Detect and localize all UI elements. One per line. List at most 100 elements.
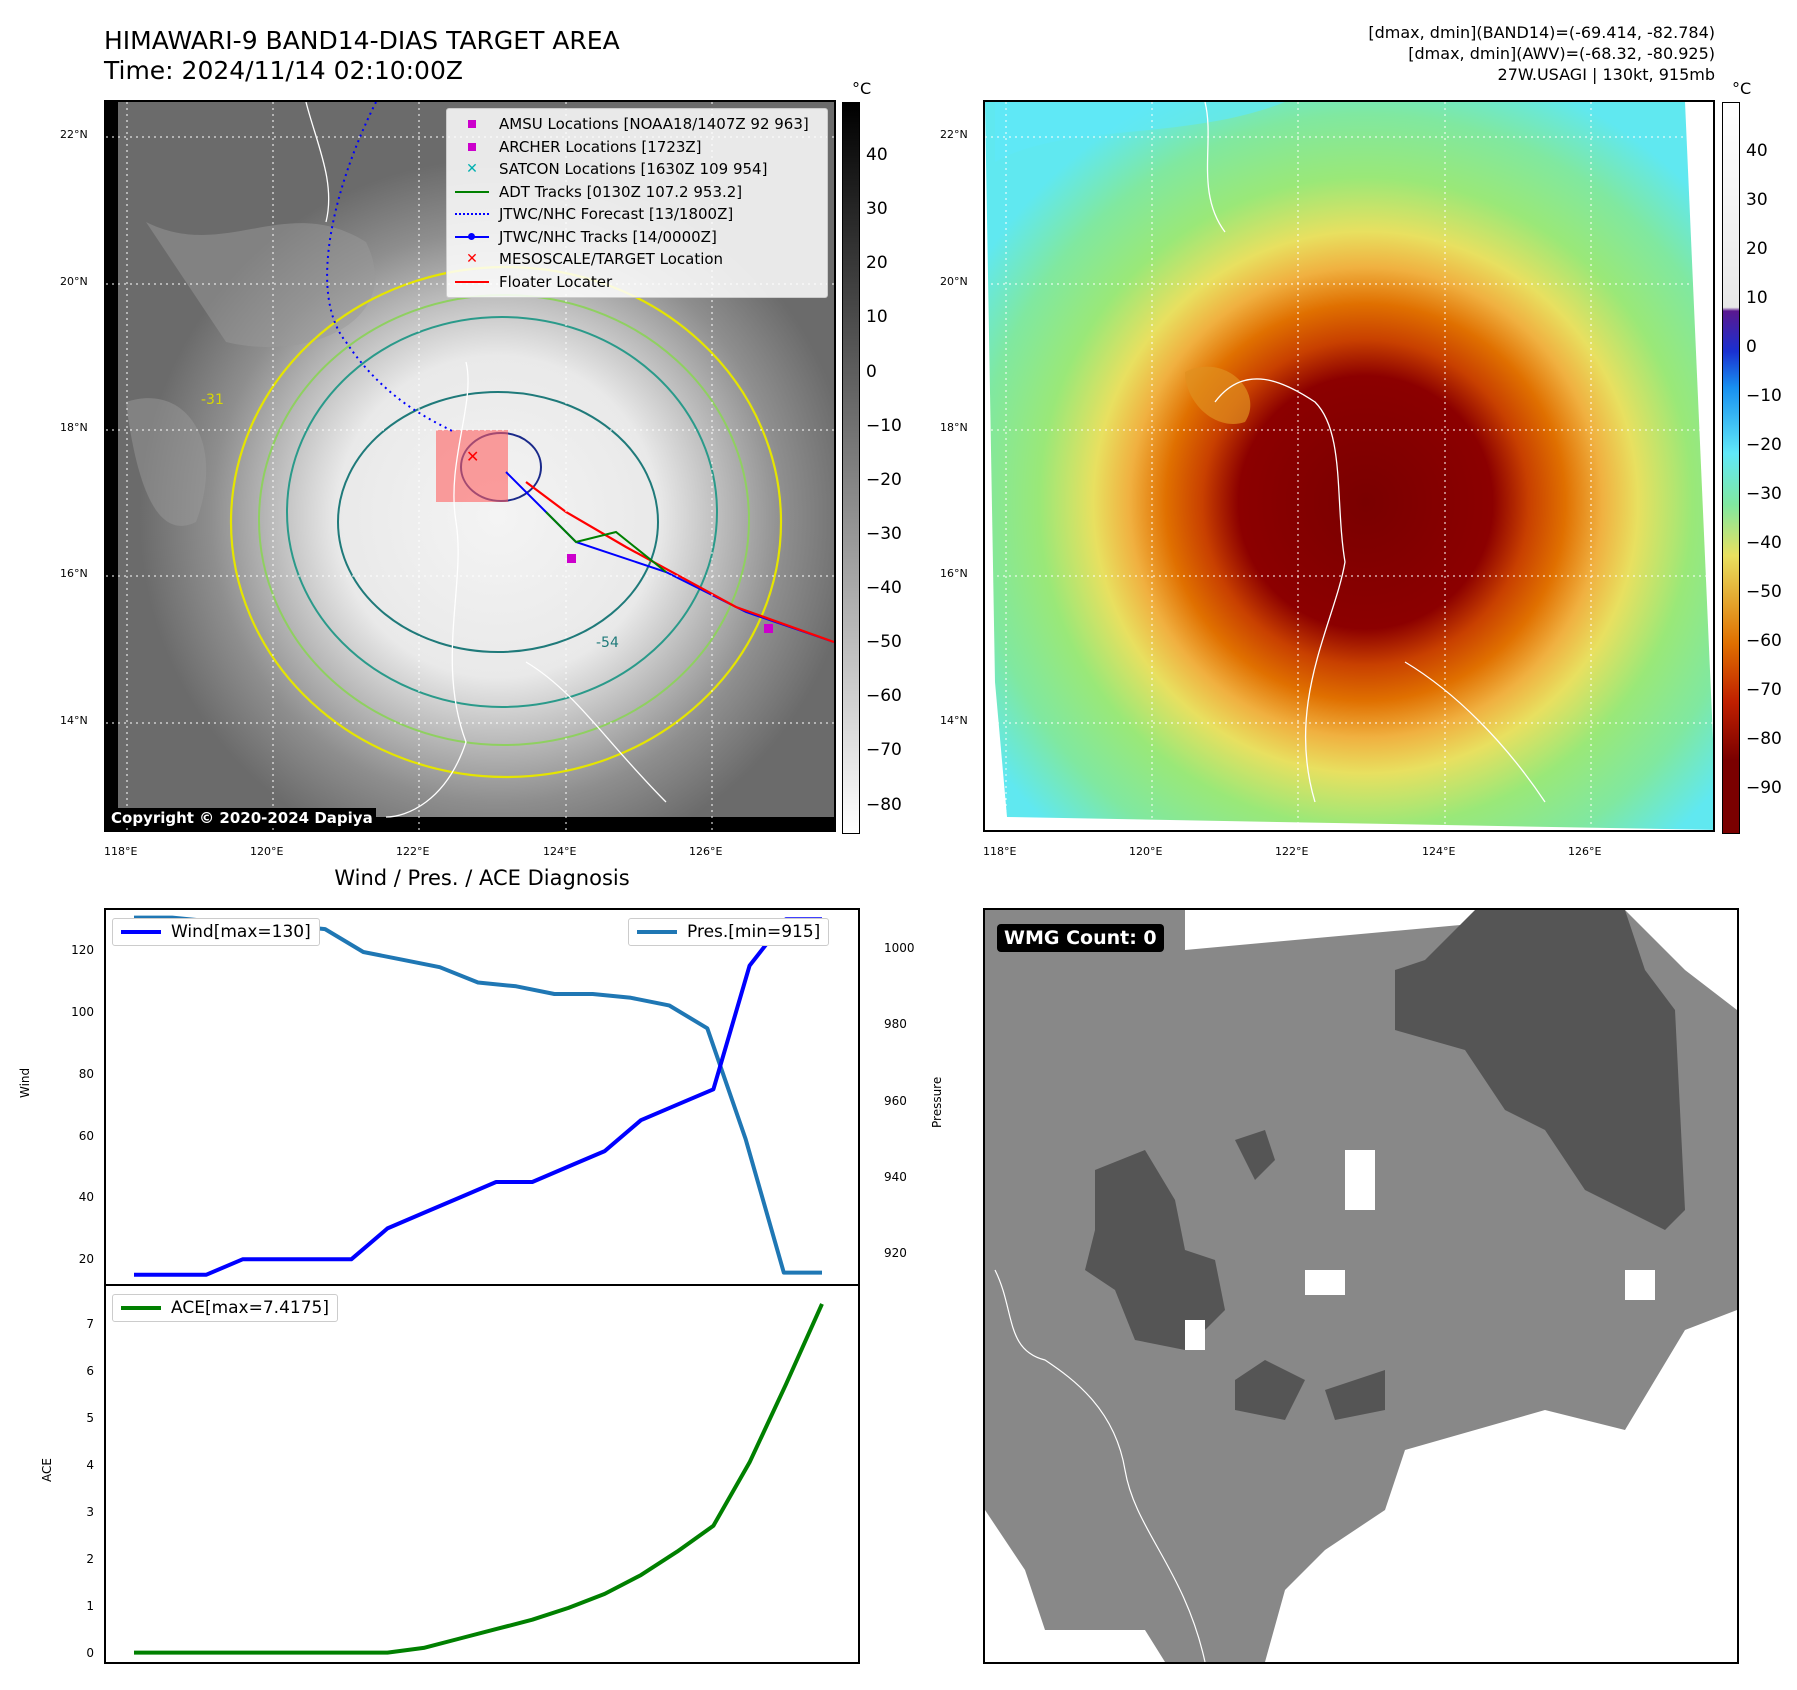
right-lat-label-18: 18°N bbox=[940, 421, 968, 434]
right-cb-tick: −40 bbox=[1746, 533, 1782, 553]
wmg-count-badge: WMG Count: 0 bbox=[997, 924, 1164, 952]
ace-tick: 2 bbox=[86, 1551, 94, 1566]
left-cb-tick: −50 bbox=[866, 632, 902, 652]
awv-map-panel[interactable] bbox=[983, 100, 1715, 832]
ace-tick: 0 bbox=[86, 1645, 94, 1660]
legend-item-target: ✕ MESOSCALE/TARGET Location bbox=[466, 250, 724, 269]
right-cb-tick: 10 bbox=[1746, 288, 1768, 308]
wind-pressure-chart[interactable] bbox=[104, 908, 860, 1286]
left-cb-tick: −60 bbox=[866, 686, 902, 706]
ace-legend-line bbox=[121, 1306, 161, 1310]
pressure-tick: 1000 bbox=[884, 941, 915, 956]
wind-tick: 60 bbox=[78, 1128, 94, 1143]
pressure-tick: 980 bbox=[884, 1017, 907, 1032]
right-cb-tick: −80 bbox=[1746, 729, 1782, 749]
right-cb-tick: −50 bbox=[1746, 582, 1782, 602]
right-map-title-line2: [dmax, dmin](AWV)=(-68.32, -80.925) bbox=[1408, 44, 1715, 63]
left-lon-label-126: 126°E bbox=[689, 845, 723, 858]
right-cb-tick: 20 bbox=[1746, 239, 1768, 259]
wind-tick: 80 bbox=[78, 1066, 94, 1081]
left-lat-label-20: 20°N bbox=[60, 275, 88, 288]
legend-item-satcon: ✕ SATCON Locations [1630Z 109 954] bbox=[466, 160, 768, 179]
wind-tick: 20 bbox=[78, 1252, 94, 1267]
right-cb-tick: 30 bbox=[1746, 190, 1768, 210]
right-lon-label-122: 122°E bbox=[1275, 845, 1309, 858]
right-lon-label-124: 124°E bbox=[1422, 845, 1456, 858]
right-map-title-line3: 27W.USAGI | 130kt, 915mb bbox=[1497, 65, 1715, 84]
legend-item-amsu: AMSU Locations [NOAA18/1407Z 92 963] bbox=[455, 113, 819, 136]
wind-tick: 120 bbox=[71, 943, 94, 958]
pressure-tick: 940 bbox=[884, 1170, 907, 1185]
right-lat-label-22: 22°N bbox=[940, 128, 968, 141]
ace-tick: 7 bbox=[86, 1316, 94, 1331]
right-cb-tick: −20 bbox=[1746, 435, 1782, 455]
left-lon-label-122: 122°E bbox=[396, 845, 430, 858]
pressure-tick: 960 bbox=[884, 1093, 907, 1108]
left-cb-tick: −10 bbox=[866, 416, 902, 436]
right-cb-tick: 40 bbox=[1746, 141, 1768, 161]
wind-legend-label: Wind[max=130] bbox=[171, 922, 311, 942]
ace-plot bbox=[134, 1303, 824, 1655]
left-colorbar bbox=[842, 102, 860, 834]
left-cb-tick: −20 bbox=[866, 470, 902, 490]
wind-pressure-plot bbox=[134, 915, 822, 1277]
legend-item-floater: Floater Locater bbox=[455, 271, 819, 294]
ace-line bbox=[134, 1303, 824, 1655]
ace-tick: 1 bbox=[86, 1598, 94, 1613]
left-lon-label-120: 120°E bbox=[250, 845, 284, 858]
pressure-legend: Pres.[min=915] bbox=[628, 918, 830, 946]
right-cb-tick: −10 bbox=[1746, 386, 1782, 406]
map-legend: AMSU Locations [NOAA18/1407Z 92 963] ARC… bbox=[446, 108, 828, 298]
contour-label-2: -54 bbox=[596, 635, 619, 651]
left-cb-tick: −70 bbox=[866, 740, 902, 760]
svg-text:✕: ✕ bbox=[466, 447, 479, 466]
right-lon-label-118: 118°E bbox=[983, 845, 1017, 858]
ace-chart[interactable] bbox=[104, 1284, 860, 1664]
wind-axis-label: Wind bbox=[18, 1067, 32, 1098]
diagnosis-title: Wind / Pres. / ACE Diagnosis bbox=[334, 866, 630, 890]
right-cb-tick: −70 bbox=[1746, 680, 1782, 700]
right-colorbar bbox=[1722, 102, 1740, 834]
left-cb-tick: 30 bbox=[866, 199, 888, 219]
wind-tick: 40 bbox=[78, 1190, 94, 1205]
wind-legend: Wind[max=130] bbox=[112, 918, 320, 946]
right-cb-tick: 0 bbox=[1746, 337, 1757, 357]
copyright-label: Copyright © 2020-2024 Dapiya bbox=[108, 808, 376, 828]
left-cb-tick: −80 bbox=[866, 795, 902, 815]
right-cb-tick: −60 bbox=[1746, 631, 1782, 651]
ace-legend: ACE[max=7.4175] bbox=[112, 1294, 338, 1322]
ace-tick: 6 bbox=[86, 1363, 94, 1378]
ace-tick: 4 bbox=[86, 1457, 94, 1472]
wind-legend-line bbox=[121, 930, 161, 934]
ace-tick: 5 bbox=[86, 1410, 94, 1425]
left-map-title-line1: HIMAWARI-9 BAND14-DIAS TARGET AREA bbox=[104, 26, 620, 55]
wind-tick: 100 bbox=[71, 1005, 94, 1019]
left-cb-tick: 10 bbox=[866, 307, 888, 327]
pressure-line bbox=[134, 915, 822, 1275]
left-lat-label-16: 16°N bbox=[60, 567, 88, 580]
right-lat-label-14: 14°N bbox=[940, 714, 968, 727]
pressure-legend-line bbox=[637, 930, 677, 934]
left-map-title-line2: Time: 2024/11/14 02:10:00Z bbox=[104, 56, 463, 85]
ace-axis-label: ACE bbox=[40, 1458, 54, 1482]
left-map-title: HIMAWARI-9 BAND14-DIAS TARGET AREA Time:… bbox=[104, 26, 620, 86]
contour-label-1: -31 bbox=[201, 392, 224, 408]
pressure-legend-label: Pres.[min=915] bbox=[687, 922, 821, 942]
legend-item-adt: ADT Tracks [0130Z 107.2 953.2] bbox=[455, 181, 819, 204]
right-cb-tick: −90 bbox=[1746, 778, 1782, 798]
right-cb-tick: −30 bbox=[1746, 484, 1782, 504]
right-lat-label-16: 16°N bbox=[940, 567, 968, 580]
left-lon-label-118: 118°E bbox=[104, 845, 138, 858]
left-cb-tick: −30 bbox=[866, 524, 902, 544]
wmg-image bbox=[985, 910, 1737, 1662]
awv-map-image bbox=[985, 102, 1713, 830]
right-map-title-line1: [dmax, dmin](BAND14)=(-69.414, -82.784) bbox=[1368, 23, 1715, 42]
pressure-axis-label: Pressure bbox=[930, 1076, 944, 1128]
left-lat-label-14: 14°N bbox=[60, 714, 88, 727]
ace-legend-label: ACE[max=7.4175] bbox=[171, 1298, 329, 1318]
left-cb-tick: 40 bbox=[866, 145, 888, 165]
left-lat-label-22: 22°N bbox=[60, 128, 88, 141]
wmg-panel[interactable]: WMG Count: 0 bbox=[983, 908, 1739, 1664]
right-colorbar-unit: °C bbox=[1732, 79, 1752, 98]
right-lon-label-120: 120°E bbox=[1129, 845, 1163, 858]
